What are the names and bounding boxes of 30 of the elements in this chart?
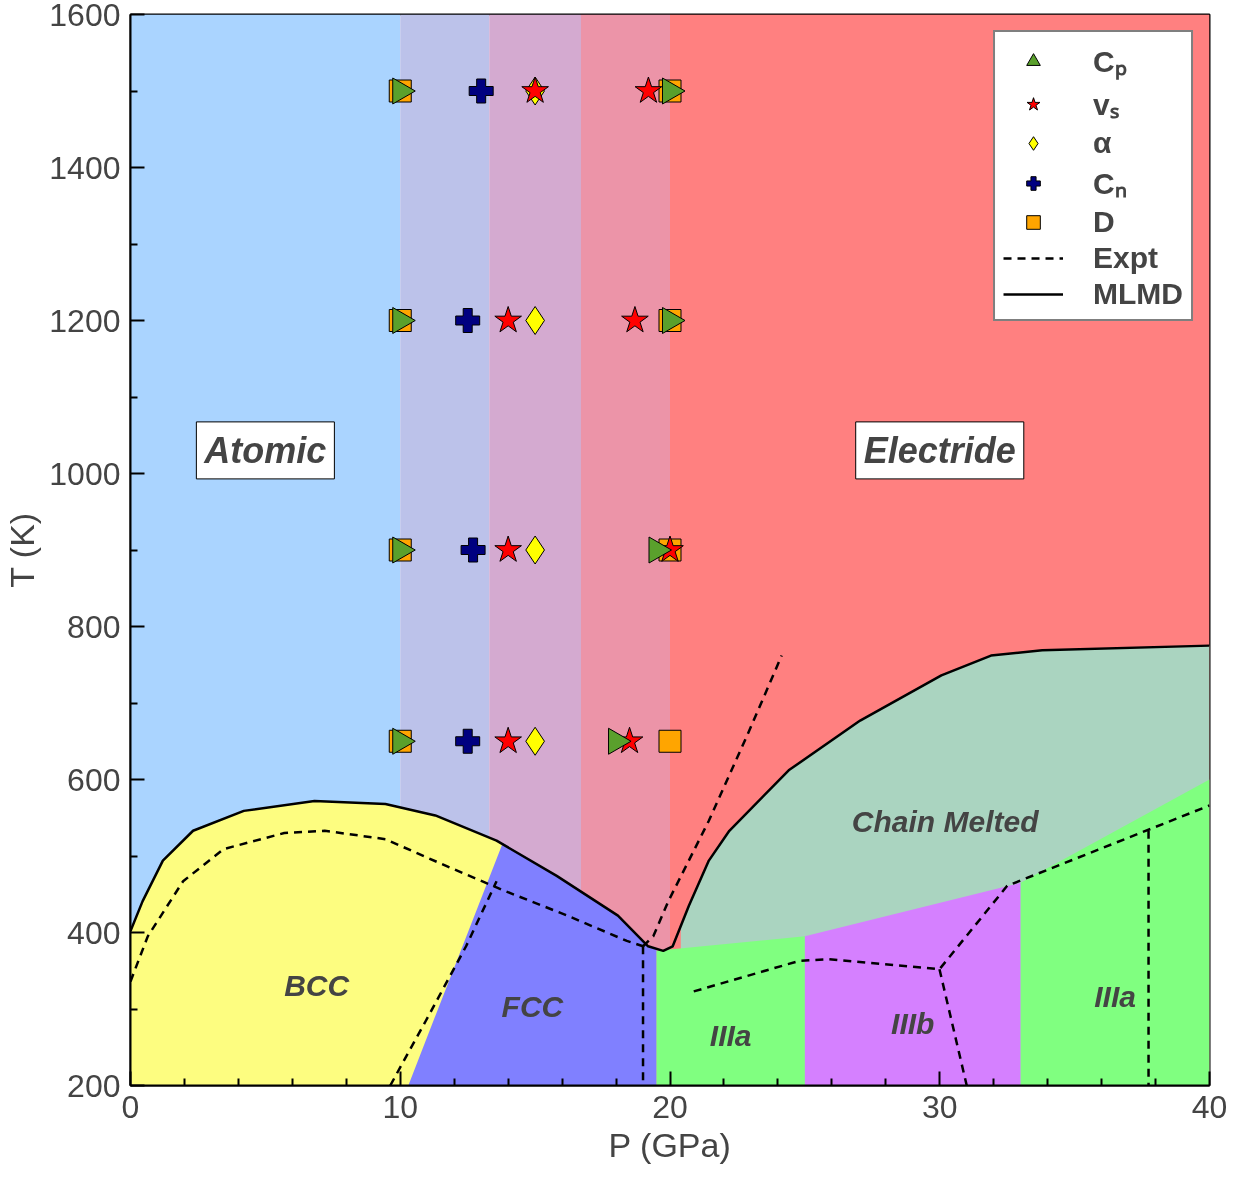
legend-label: D (1093, 205, 1115, 239)
y-tick-label: 1000 (49, 455, 121, 492)
series-label: FCC (501, 990, 565, 1024)
x-tick-label: 0 (121, 1088, 140, 1125)
x-tick-label: 20 (652, 1088, 688, 1125)
band-label: Atomic (203, 429, 327, 471)
y-tick-label: 200 (67, 1067, 121, 1104)
series-label: BCC (284, 969, 351, 1003)
series-label: IIIa (709, 1019, 752, 1053)
x-tick-label: 40 (1191, 1088, 1228, 1125)
x-tick-label: 30 (921, 1088, 958, 1125)
band-label: Electride (863, 429, 1016, 471)
legend-label: Expt (1093, 241, 1159, 275)
legend-label: α (1093, 126, 1113, 160)
series-label: IIIb (891, 1007, 935, 1041)
series-label: Chain Melted (851, 805, 1040, 839)
y-tick-label: 1200 (49, 302, 121, 339)
y-tick-label: 400 (67, 914, 121, 951)
legend-label: vₛ (1093, 87, 1119, 123)
y-tick-label: 1600 (49, 0, 121, 33)
y-tick-label: 600 (67, 761, 121, 798)
y-tick-label: 1400 (49, 149, 121, 186)
y-tick-label: 800 (67, 608, 121, 645)
legend-label: Cₙ (1093, 166, 1127, 202)
y-axis-title: T (K) (3, 512, 42, 588)
x-axis-title: P (GPa) (608, 1125, 731, 1164)
legend-label: MLMD (1093, 277, 1183, 311)
legend-label: Cₚ (1093, 44, 1127, 81)
series-label: IIIa (1094, 979, 1136, 1013)
x-tick-label: 10 (382, 1088, 419, 1125)
